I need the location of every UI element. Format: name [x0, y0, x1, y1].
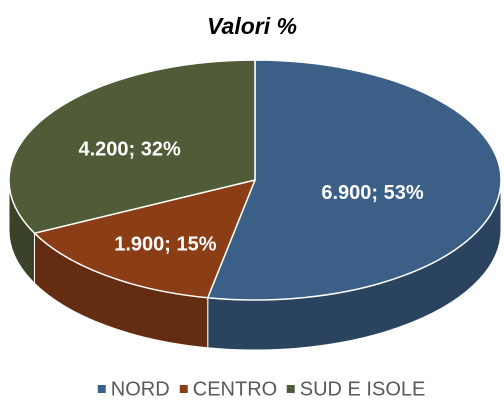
legend-label: SUD E ISOLE: [300, 378, 426, 400]
data-label: 1.900; 15%: [114, 233, 217, 255]
legend-swatch: [286, 385, 295, 393]
pie-slice: [32, 178, 257, 299]
legend-label: CENTRO: [193, 378, 277, 400]
pie-slice: [206, 59, 502, 301]
legend-label: NORD: [111, 378, 170, 400]
data-label: 6.900; 53%: [321, 182, 424, 204]
legend-swatch: [179, 385, 188, 393]
chart-title: Valori %: [207, 13, 297, 39]
pie-slice: [8, 59, 256, 235]
data-label: 4.200; 32%: [78, 138, 181, 160]
legend-swatch: [97, 385, 106, 393]
